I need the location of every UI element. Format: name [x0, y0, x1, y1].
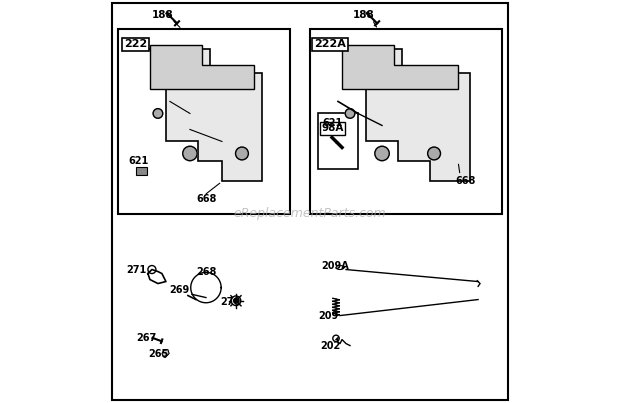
Circle shape [234, 298, 238, 303]
Text: 269: 269 [169, 285, 189, 295]
Circle shape [236, 147, 249, 160]
Circle shape [153, 109, 162, 118]
Circle shape [345, 109, 355, 118]
Bar [136, 167, 147, 175]
Polygon shape [150, 46, 254, 89]
Text: 621: 621 [128, 156, 148, 166]
Text: 271: 271 [126, 264, 146, 274]
Text: 188: 188 [152, 10, 174, 21]
Text: 270: 270 [220, 297, 240, 307]
Text: 668: 668 [455, 177, 476, 187]
Bar [310, 29, 502, 214]
Text: 222: 222 [124, 39, 147, 50]
Text: 202: 202 [320, 341, 340, 351]
Bar [318, 114, 358, 170]
Bar [118, 29, 290, 214]
Text: 98A: 98A [321, 123, 343, 133]
Circle shape [428, 147, 440, 160]
Text: 222A: 222A [314, 39, 346, 50]
Circle shape [183, 146, 197, 161]
Text: 268: 268 [196, 266, 216, 276]
Text: 265: 265 [148, 349, 168, 359]
Text: 668: 668 [196, 195, 216, 204]
Text: 267: 267 [136, 332, 156, 343]
Polygon shape [334, 50, 470, 181]
Text: 209A: 209A [321, 261, 349, 271]
Polygon shape [162, 349, 169, 357]
Text: eReplacementParts.com: eReplacementParts.com [234, 207, 386, 220]
Text: 621: 621 [322, 118, 342, 129]
Text: 188: 188 [353, 10, 375, 21]
Circle shape [375, 146, 389, 161]
Text: 209: 209 [318, 311, 339, 320]
Polygon shape [142, 50, 262, 181]
Polygon shape [342, 46, 458, 89]
